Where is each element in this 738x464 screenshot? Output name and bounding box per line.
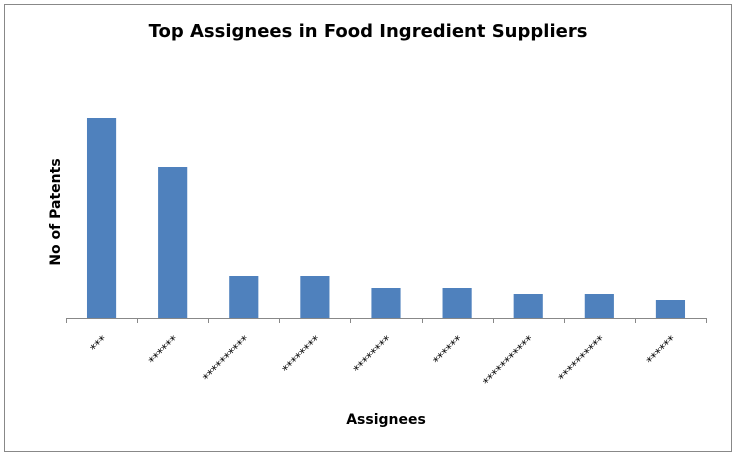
bar	[655, 300, 686, 318]
bar	[158, 167, 188, 318]
chart-frame	[4, 4, 732, 452]
bar	[86, 118, 117, 318]
x-axis-label: Assignees	[346, 412, 426, 428]
bar	[371, 288, 401, 318]
bar	[229, 276, 259, 318]
y-axis-label: No of Patents	[48, 158, 64, 265]
chart-title: Top Assignees in Food Ingredient Supplie…	[149, 21, 588, 42]
bar	[442, 288, 472, 318]
bar	[584, 294, 614, 318]
bar	[513, 294, 543, 318]
bar	[300, 276, 330, 318]
